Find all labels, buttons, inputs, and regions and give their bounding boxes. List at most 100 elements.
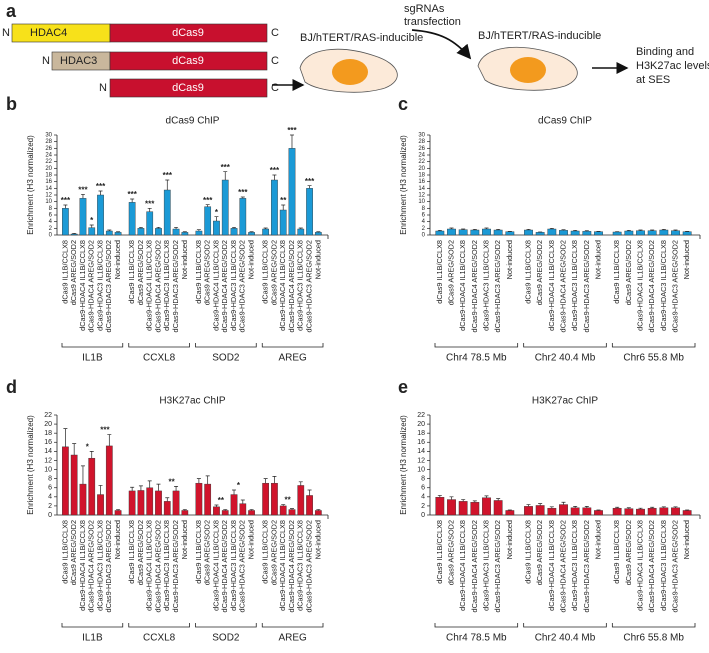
category-label: dCas9-HDAC4 IL1B/CCLX8 bbox=[145, 520, 154, 611]
error-bar bbox=[449, 496, 454, 500]
category-label: dCas9-HDAC3 AREG/SOD2 bbox=[670, 520, 679, 612]
y-tick-label: 24 bbox=[418, 153, 425, 159]
category-label: dCas9-HDAC4 IL1B/CCLX8 bbox=[635, 240, 644, 331]
category-label: Not-induced bbox=[180, 240, 189, 279]
error-bar bbox=[174, 486, 179, 491]
category-label: dCas9-HDAC3 AREG/SOD2 bbox=[304, 240, 313, 332]
category-label: dCas9-HDAC3 IL1B/CCLX8 bbox=[481, 240, 490, 331]
category-label: dCas9-HDAC4 IL1B/CCLX8 bbox=[211, 240, 220, 331]
category-label: dCas9-HDAC3 IL1B/CCLX8 bbox=[229, 240, 238, 331]
y-tick-label: 14 bbox=[418, 186, 425, 192]
domain-label: HDAC3 bbox=[60, 55, 97, 67]
bar bbox=[435, 230, 445, 236]
y-tick-label: 26 bbox=[418, 146, 425, 152]
outcome-label: at SES bbox=[636, 74, 670, 86]
error-bar bbox=[107, 229, 112, 231]
error-bar bbox=[272, 476, 277, 484]
category-label: dCas9 AREG/SOD2 bbox=[624, 240, 633, 305]
bar bbox=[271, 482, 278, 516]
error-bar bbox=[272, 174, 277, 180]
category-label: dCas9 AREG/SOD2 bbox=[535, 240, 544, 305]
group-label: Chr2 40.4 Mb bbox=[535, 353, 596, 364]
error-bar bbox=[526, 228, 531, 230]
cell-label: BJ/hTERT/RAS-inducible bbox=[300, 32, 423, 44]
bar bbox=[146, 211, 154, 236]
y-tick-label: 16 bbox=[44, 439, 52, 446]
error-bar bbox=[205, 475, 210, 485]
error-bar bbox=[307, 185, 312, 189]
category-label: dCas9-HDAC4 IL1B/CCLX8 bbox=[78, 520, 87, 611]
error-bar bbox=[298, 227, 303, 229]
error-bar bbox=[182, 231, 187, 233]
significance: *** bbox=[163, 171, 173, 180]
error-bar bbox=[116, 509, 121, 511]
bar bbox=[594, 231, 603, 236]
category-label: Not-induced bbox=[313, 240, 322, 279]
bar bbox=[306, 495, 313, 516]
error-bar bbox=[316, 231, 321, 233]
n-terminus: N bbox=[99, 82, 107, 94]
category-label: dCas9-HDAC4 AREG/SOD2 bbox=[153, 520, 162, 612]
error-bar bbox=[214, 504, 219, 507]
bar bbox=[505, 231, 515, 236]
y-tick-label: 2 bbox=[421, 503, 425, 510]
error-bar bbox=[138, 226, 143, 229]
bar bbox=[105, 445, 113, 516]
bar bbox=[306, 188, 313, 236]
bar bbox=[493, 500, 503, 516]
bar bbox=[262, 482, 270, 516]
error-bar bbox=[561, 229, 566, 231]
bar bbox=[213, 506, 220, 516]
bar bbox=[297, 228, 305, 236]
bar bbox=[314, 510, 322, 516]
bar bbox=[239, 503, 247, 516]
category-label: Not-induced bbox=[682, 240, 691, 279]
error-bar bbox=[240, 196, 245, 199]
error-bar bbox=[673, 506, 678, 508]
bar bbox=[213, 220, 220, 236]
panel-label: b bbox=[6, 94, 17, 114]
y-tick-label: 16 bbox=[417, 439, 425, 446]
bar bbox=[137, 228, 145, 236]
error-bar bbox=[526, 504, 531, 507]
category-label: dCas9 IL1B/CCLX8 bbox=[435, 520, 444, 584]
error-bar bbox=[63, 428, 68, 447]
category-label: dCas9-HDAC4 IL1B/CCLX8 bbox=[78, 240, 87, 331]
y-tick-label: 0 bbox=[49, 233, 53, 239]
n-terminus: N bbox=[42, 55, 50, 67]
bar bbox=[547, 507, 557, 516]
error-bar bbox=[147, 480, 152, 488]
y-tick-label: 20 bbox=[45, 166, 52, 172]
category-label: dCas9-HDAC4 IL1B/CCLX8 bbox=[635, 520, 644, 611]
bar bbox=[88, 457, 96, 516]
error-bar bbox=[80, 465, 85, 485]
outcome-label: Binding and bbox=[636, 46, 694, 58]
error-bar bbox=[461, 499, 466, 502]
error-bar bbox=[232, 489, 237, 495]
error-bar bbox=[538, 503, 543, 506]
significance: *** bbox=[203, 196, 213, 205]
dcas9-domain bbox=[109, 51, 268, 71]
error-bar bbox=[63, 204, 68, 209]
error-bar bbox=[472, 500, 477, 503]
group-bracket bbox=[261, 623, 324, 628]
bar bbox=[671, 507, 680, 516]
bar bbox=[458, 501, 468, 516]
bar bbox=[612, 507, 622, 516]
c-terminus: C bbox=[271, 27, 279, 39]
error-bar bbox=[165, 497, 170, 502]
category-label: dCas9-HDAC3 IL1B/CCLX8 bbox=[659, 520, 668, 611]
error-bar bbox=[182, 509, 187, 511]
bar bbox=[682, 510, 692, 516]
dcas9-label: dCas9 bbox=[172, 55, 204, 67]
y-tick-label: 8 bbox=[422, 206, 426, 212]
y-tick-label: 4 bbox=[421, 494, 425, 501]
significance: *** bbox=[100, 426, 110, 435]
error-bar bbox=[80, 193, 85, 199]
category-label: dCas9 IL1B/CCLX8 bbox=[127, 240, 136, 304]
category-label: dCas9-HDAC3 IL1B/CCLX8 bbox=[95, 240, 104, 331]
bar bbox=[559, 230, 568, 236]
error-bar bbox=[307, 489, 312, 496]
category-label: dCas9-HDAC4 IL1B/CCLX8 bbox=[211, 520, 220, 611]
constructs: N HDAC4 dCas9 C N HDAC3 dCas9 C N dCas9 … bbox=[2, 23, 279, 98]
